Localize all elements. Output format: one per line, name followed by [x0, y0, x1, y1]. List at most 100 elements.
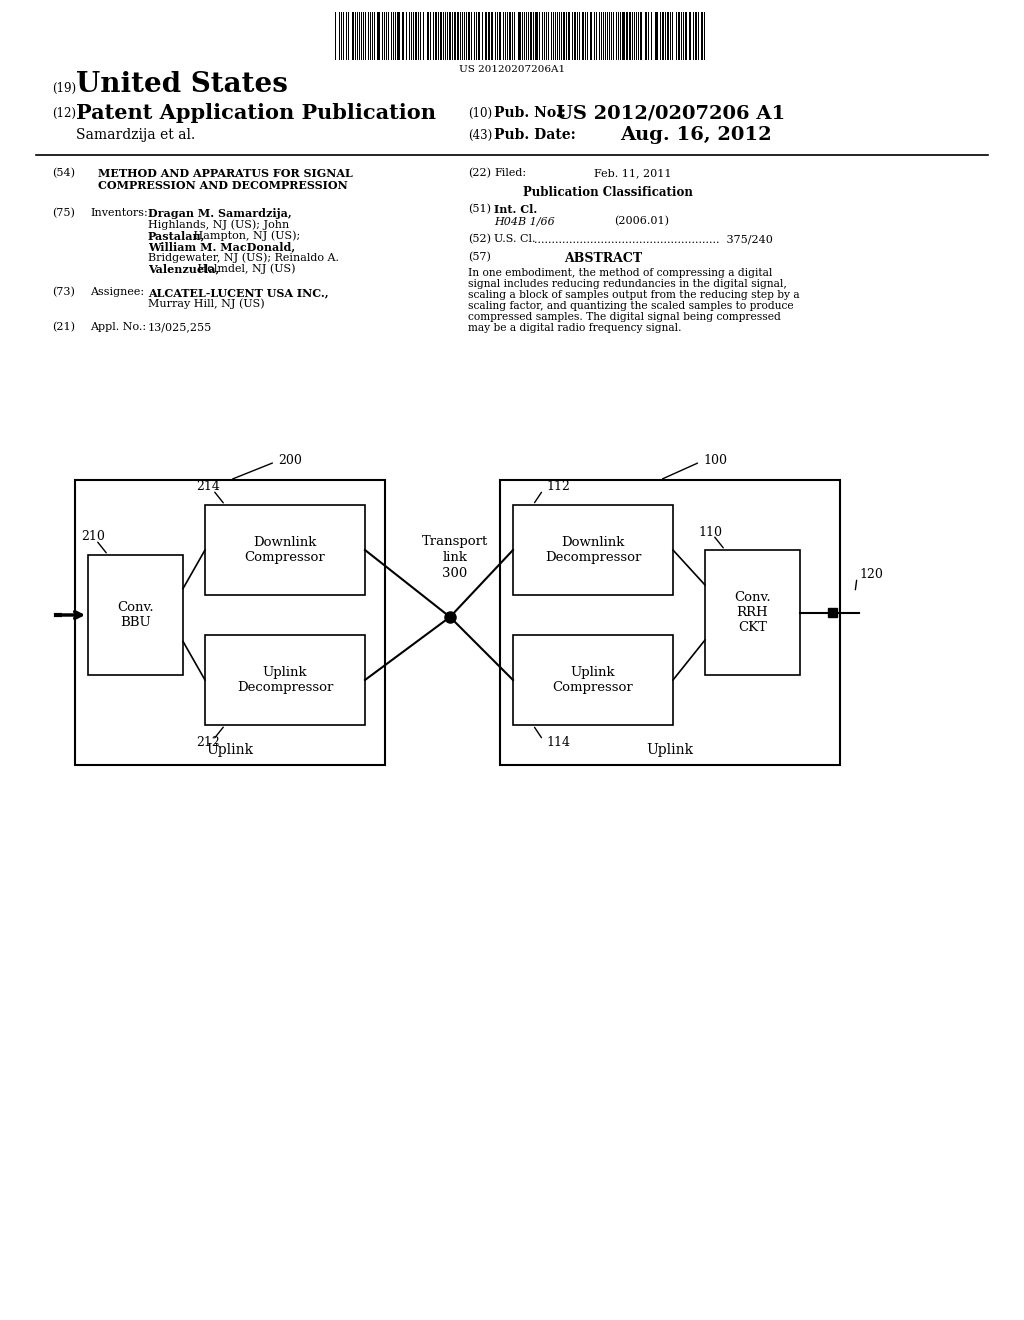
Bar: [689, 12, 691, 59]
Bar: [685, 12, 687, 59]
Text: In one embodiment, the method of compressing a digital: In one embodiment, the method of compres…: [468, 268, 772, 279]
Bar: [488, 12, 490, 59]
Text: 300: 300: [442, 568, 468, 579]
Bar: [500, 480, 840, 766]
Bar: [678, 12, 680, 59]
Bar: [513, 635, 673, 725]
Bar: [626, 12, 628, 59]
Text: 214: 214: [196, 480, 220, 494]
Bar: [645, 12, 647, 59]
Text: Assignee:: Assignee:: [90, 286, 144, 297]
Bar: [574, 12, 575, 59]
Text: (21): (21): [52, 322, 75, 333]
Bar: [440, 12, 442, 59]
Text: William M. MacDonald,: William M. MacDonald,: [148, 242, 295, 252]
Text: 13/025,255: 13/025,255: [148, 322, 212, 333]
Bar: [397, 12, 400, 59]
Text: Highlands, NJ (US); John: Highlands, NJ (US); John: [148, 219, 289, 230]
Text: H04B 1/66: H04B 1/66: [494, 216, 555, 226]
Bar: [640, 12, 642, 59]
Text: (2006.01): (2006.01): [614, 216, 669, 226]
Text: scaling factor, and quantizing the scaled samples to produce: scaling factor, and quantizing the scale…: [468, 301, 794, 312]
Text: Holmdel, NJ (US): Holmdel, NJ (US): [194, 263, 296, 273]
Bar: [457, 12, 459, 59]
Bar: [509, 12, 511, 59]
Text: (12): (12): [52, 107, 76, 120]
Bar: [75, 480, 385, 766]
Text: 100: 100: [703, 454, 727, 466]
Text: Publication Classification: Publication Classification: [523, 186, 693, 199]
Bar: [629, 12, 631, 59]
Bar: [454, 12, 456, 59]
Bar: [568, 12, 570, 59]
Text: 210: 210: [81, 531, 104, 544]
Text: (57): (57): [468, 252, 490, 263]
Text: Bridgewater, NJ (US); Reinaldo A.: Bridgewater, NJ (US); Reinaldo A.: [148, 252, 339, 263]
Bar: [377, 12, 380, 59]
Text: 120: 120: [859, 568, 883, 581]
Text: scaling a block of samples output from the reducing step by a: scaling a block of samples output from t…: [468, 290, 800, 300]
Text: Hampton, NJ (US);: Hampton, NJ (US);: [190, 230, 300, 240]
Text: (73): (73): [52, 286, 75, 297]
Text: (43): (43): [468, 128, 493, 141]
Bar: [655, 12, 658, 59]
Text: Pub. No.:: Pub. No.:: [494, 106, 566, 120]
Bar: [828, 609, 837, 616]
Bar: [499, 12, 501, 59]
Text: Appl. No.:: Appl. No.:: [90, 322, 146, 333]
Bar: [535, 12, 538, 59]
Text: Transport: Transport: [422, 535, 488, 548]
Bar: [427, 12, 429, 59]
Bar: [402, 12, 404, 59]
Text: ALCATEL-LUCENT USA INC.,: ALCATEL-LUCENT USA INC.,: [148, 286, 329, 298]
Bar: [701, 12, 703, 59]
Text: may be a digital radio frequency signal.: may be a digital radio frequency signal.: [468, 323, 682, 333]
Text: (10): (10): [468, 107, 493, 120]
Text: Filed:: Filed:: [494, 168, 526, 178]
Text: Uplink
Decompressor: Uplink Decompressor: [237, 667, 333, 694]
Bar: [478, 12, 480, 59]
Bar: [563, 12, 565, 59]
Text: (19): (19): [52, 82, 76, 95]
Text: U.S. Cl.: U.S. Cl.: [494, 234, 536, 244]
Text: Dragan M. Samardzija,: Dragan M. Samardzija,: [148, 209, 292, 219]
Bar: [590, 12, 592, 59]
Text: Downlink
Decompressor: Downlink Decompressor: [545, 536, 641, 564]
Text: (54): (54): [52, 168, 75, 178]
Text: Valenzuela,: Valenzuela,: [148, 263, 219, 275]
Text: (52): (52): [468, 234, 490, 244]
Text: Feb. 11, 2011: Feb. 11, 2011: [594, 168, 672, 178]
Text: METHOD AND APPARATUS FOR SIGNAL: METHOD AND APPARATUS FOR SIGNAL: [98, 168, 352, 180]
Bar: [518, 12, 521, 59]
Bar: [205, 506, 365, 595]
Bar: [435, 12, 437, 59]
Bar: [88, 554, 183, 675]
Text: compressed samples. The digital signal being compressed: compressed samples. The digital signal b…: [468, 312, 781, 322]
Bar: [622, 12, 625, 59]
Bar: [582, 12, 584, 59]
Bar: [662, 12, 664, 59]
Bar: [468, 12, 470, 59]
Text: Pub. Date:: Pub. Date:: [494, 128, 575, 143]
Text: Uplink
Compressor: Uplink Compressor: [553, 667, 634, 694]
Text: Uplink: Uplink: [207, 743, 254, 756]
Text: US 20120207206A1: US 20120207206A1: [459, 66, 565, 74]
Text: Murray Hill, NJ (US): Murray Hill, NJ (US): [148, 298, 264, 309]
Text: (51): (51): [468, 205, 490, 214]
Text: 114: 114: [546, 737, 570, 750]
Bar: [490, 12, 493, 59]
Text: link: link: [442, 550, 468, 564]
Text: United States: United States: [76, 70, 288, 98]
Text: COMPRESSION AND DECOMPRESSION: COMPRESSION AND DECOMPRESSION: [98, 180, 348, 191]
Text: Pastalan,: Pastalan,: [148, 230, 206, 242]
Text: Conv.
RRH
CKT: Conv. RRH CKT: [734, 591, 771, 634]
Bar: [485, 12, 487, 59]
Text: signal includes reducing redundancies in the digital signal,: signal includes reducing redundancies in…: [468, 279, 786, 289]
Bar: [205, 635, 365, 725]
Bar: [513, 506, 673, 595]
Text: 212: 212: [197, 737, 220, 750]
Text: 200: 200: [278, 454, 302, 466]
Text: Patent Application Publication: Patent Application Publication: [76, 103, 436, 123]
Bar: [449, 12, 451, 59]
Text: (75): (75): [52, 209, 75, 218]
